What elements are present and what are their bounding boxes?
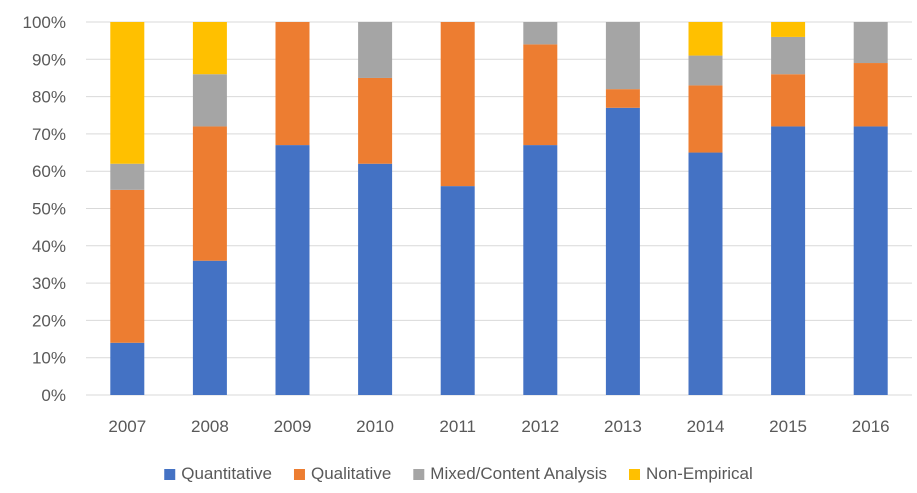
bar-segment-qualitative	[853, 63, 888, 127]
bar-stack-2016	[853, 22, 888, 395]
bar-segment-qualitative	[358, 77, 393, 164]
y-tick-label: 50%	[32, 200, 66, 219]
bar-segment-non-empirical	[192, 22, 227, 75]
bar-stack-2011	[440, 22, 475, 395]
x-tick-label: 2007	[108, 417, 146, 436]
bar-segment-quantitative	[275, 145, 310, 395]
bar-segment-non-empirical	[771, 22, 806, 37]
bar-segment-mixed-content-analysis	[358, 22, 393, 78]
bar-segment-mixed-content-analysis	[523, 22, 558, 45]
legend: Quantitative Qualitative Mixed/Content Ana…	[164, 464, 753, 483]
y-tick-label: 80%	[32, 88, 66, 107]
bar-segment-mixed-content-analysis	[110, 163, 145, 190]
x-tick-label: 2012	[521, 417, 559, 436]
legend-label: Quantitative	[181, 464, 272, 483]
bar-segment-quantitative	[110, 342, 145, 395]
legend-swatch-quantitative	[164, 469, 176, 480]
bar-stack-2012	[523, 22, 558, 395]
bar-segment-quantitative	[688, 152, 723, 395]
y-tick-label: 90%	[32, 50, 66, 69]
bar-segment-qualitative	[275, 22, 310, 146]
bar-segment-qualitative	[771, 74, 806, 127]
bar-segment-qualitative	[192, 126, 227, 261]
bar-segment-mixed-content-analysis	[771, 36, 806, 75]
bar-stack-2009	[275, 22, 310, 395]
bar-stack-2015	[771, 22, 806, 395]
bar-stack-2008	[192, 22, 227, 395]
legend-swatch-mixed-content-analysis	[413, 469, 425, 480]
bar-stack-2010	[358, 22, 393, 395]
bar-segment-mixed-content-analysis	[192, 74, 227, 127]
y-tick-label: 20%	[32, 311, 66, 330]
legend-swatch-qualitative	[293, 469, 305, 480]
legend-label: Qualitative	[311, 464, 391, 483]
bar-segment-non-empirical	[688, 22, 723, 56]
y-tick-label: 30%	[32, 274, 66, 293]
bar-segment-qualitative	[440, 22, 475, 187]
x-tick-label: 2008	[191, 417, 229, 436]
bar-segment-qualitative	[688, 85, 723, 153]
bar-stack-2007	[110, 22, 145, 395]
x-tick-label: 2013	[604, 417, 642, 436]
x-tick-label: 2016	[852, 417, 890, 436]
y-tick-label: 0%	[41, 386, 66, 405]
bar-segment-quantitative	[192, 260, 227, 395]
bar-segment-quantitative	[358, 163, 393, 395]
legend-label: Mixed/Content Analysis	[430, 464, 607, 483]
y-tick-label: 40%	[32, 237, 66, 256]
bar-segment-quantitative	[771, 126, 806, 395]
bar-stack-2013	[605, 22, 640, 395]
x-tick-label: 2009	[274, 417, 312, 436]
bar-segment-mixed-content-analysis	[605, 22, 640, 90]
bars	[110, 22, 888, 395]
bar-segment-quantitative	[605, 107, 640, 395]
bar-segment-mixed-content-analysis	[688, 55, 723, 86]
y-tick-label: 10%	[32, 349, 66, 368]
bar-segment-mixed-content-analysis	[853, 22, 888, 64]
y-tick-label: 70%	[32, 125, 66, 144]
bar-segment-qualitative	[110, 189, 145, 343]
bar-stack-2014	[688, 22, 723, 395]
y-axis: 0% 10% 20% 30% 40% 50% 60% 70% 80% 90% 100%	[23, 13, 66, 405]
y-tick-label: 60%	[32, 162, 66, 181]
bar-segment-qualitative	[523, 44, 558, 146]
legend-swatch-non-empirical	[629, 469, 641, 480]
x-tick-label: 2010	[356, 417, 394, 436]
bar-segment-quantitative	[853, 126, 888, 395]
x-tick-label: 2011	[439, 417, 476, 436]
bar-segment-quantitative	[523, 145, 558, 395]
legend-label: Non-Empirical	[646, 464, 753, 483]
y-tick-label: 100%	[23, 13, 66, 32]
x-axis: 2007 2008 2009 2010 2011 2012 2013 2014 2015 2016	[108, 417, 889, 436]
bar-segment-quantitative	[440, 186, 475, 395]
x-tick-label: 2014	[687, 417, 725, 436]
x-tick-label: 2015	[769, 417, 807, 436]
bar-segment-qualitative	[605, 89, 640, 108]
bar-segment-non-empirical	[110, 22, 145, 164]
